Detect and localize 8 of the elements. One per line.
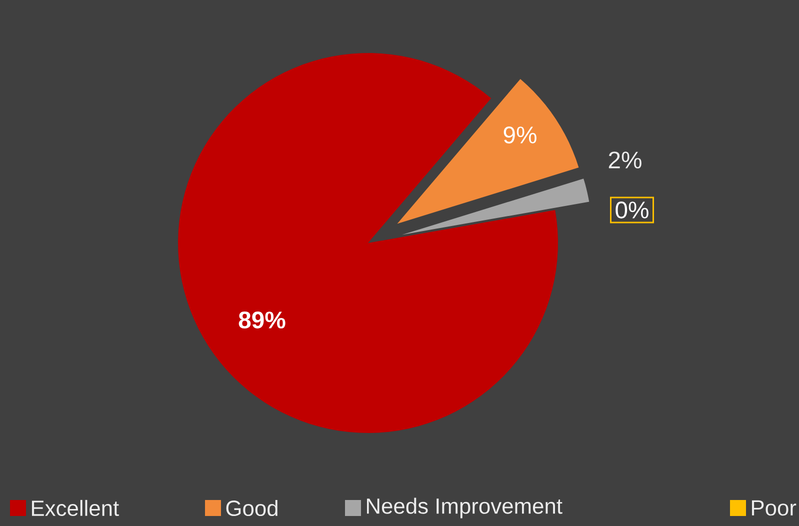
data-label: 9% bbox=[504, 126, 536, 144]
legend-label: Poor bbox=[752, 500, 796, 516]
data-label: 2% bbox=[608, 152, 642, 168]
legend-label: Excellent bbox=[32, 500, 119, 516]
text: 0% bbox=[616, 202, 648, 218]
legend-label: Good bbox=[226, 500, 278, 516]
legend-label: Needs Improvement bbox=[366, 498, 562, 518]
data-label: 89% bbox=[238, 312, 286, 328]
